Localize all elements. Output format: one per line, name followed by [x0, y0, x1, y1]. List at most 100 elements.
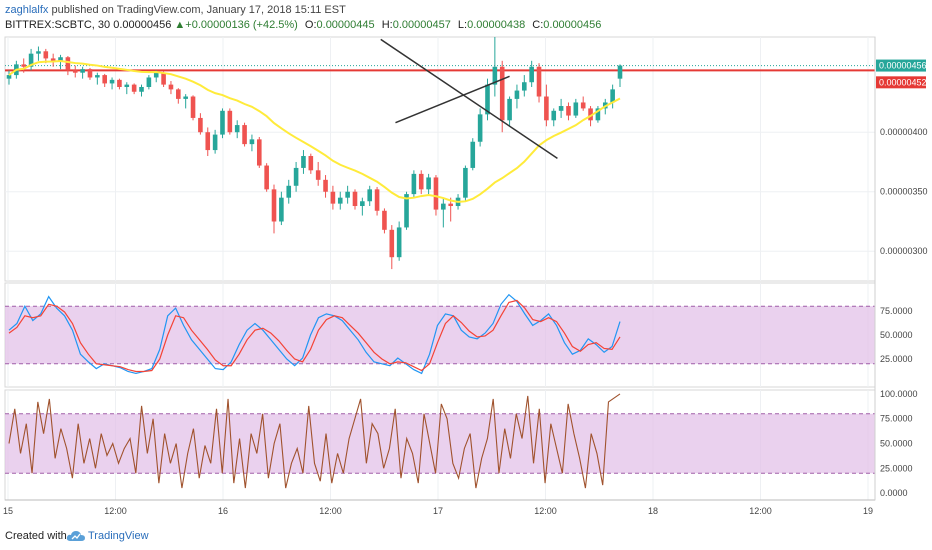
candle-body [352, 191, 358, 207]
candle-body [580, 102, 586, 109]
osc-y-tick-label: 0.0000 [880, 488, 908, 498]
resistance-badge-label: 0.00000452 [879, 77, 927, 87]
x-tick-label: 12:00 [104, 506, 127, 516]
candle-body [242, 125, 247, 145]
x-tick-label: 12:00 [534, 506, 557, 516]
osc-y-tick-label: 50.0000 [880, 439, 913, 449]
candle-body [80, 69, 85, 73]
high-label: H: [381, 19, 393, 31]
y-tick-label: 0.00000350 [880, 187, 928, 197]
open-value: 0.00000445 [316, 19, 375, 31]
candle-body [249, 139, 255, 145]
candle-body [470, 141, 476, 168]
candle-body [198, 117, 203, 133]
candle-body [131, 84, 137, 92]
candle-body [234, 125, 240, 133]
candle-body [293, 167, 299, 186]
candle-body [595, 108, 601, 121]
candle-body [411, 173, 417, 195]
osc-y-tick-label: 100.0000 [880, 389, 918, 399]
candle-body [153, 72, 159, 78]
chart-header: zaghlalfx published on TradingView.com, … [0, 0, 932, 36]
candle-body [441, 203, 446, 210]
osc-y-tick-label: 25.0000 [880, 463, 913, 473]
candle-body [109, 79, 115, 84]
footer: Created with TradingView [0, 524, 932, 550]
stoch-y-tick-label: 50.0000 [880, 330, 913, 340]
trendline-descending [380, 38, 558, 160]
x-tick-label: 19 [863, 506, 873, 516]
x-tick-label: 18 [648, 506, 658, 516]
stoch-y-tick-label: 25.0000 [880, 354, 913, 364]
candle-body [286, 185, 292, 198]
tradingview-link[interactable]: TradingView [88, 530, 149, 542]
candle-body [72, 70, 78, 73]
last-price-badge-label: 0.00000456 [879, 61, 927, 71]
symbol-info: BITTREX:SCBTC, 30 0.00000456 ▲+0.0000013… [5, 19, 601, 31]
symbol-label: BITTREX:SCBTC, 30 [5, 19, 111, 31]
candle-body [168, 84, 174, 90]
candle-body [139, 86, 144, 92]
candle-body [190, 96, 196, 118]
x-tick-label: 17 [433, 506, 443, 516]
candle-body [183, 96, 188, 99]
candle-body [529, 66, 534, 83]
candle-body [463, 167, 468, 198]
candle-body [544, 96, 549, 121]
y-tick-label: 0.00000400 [880, 127, 928, 137]
tradingview-cloud-icon [66, 531, 85, 541]
candle-body [301, 156, 306, 168]
y-tick-label: 0.00000300 [880, 246, 928, 256]
candle-body [514, 90, 520, 99]
candle-body [418, 173, 424, 190]
candle-body [573, 102, 579, 116]
x-tick-label: 15 [3, 506, 13, 516]
candle-body [360, 201, 365, 207]
candle-body [426, 177, 431, 190]
candle-body [58, 57, 63, 61]
candle-body [124, 84, 130, 87]
candle-body [271, 189, 277, 222]
candle-body [389, 229, 395, 258]
published-text: published on TradingView.com, January 17… [51, 4, 346, 16]
resistance-badge [876, 76, 926, 89]
candle-body [256, 139, 262, 166]
candle-body [536, 66, 542, 97]
chart-canvas[interactable]: 15 12:00 16 12:00 17 12:00 18 12:00 19 0.00000400… [0, 36, 932, 524]
candle-body [308, 156, 314, 171]
candle-body [345, 191, 350, 198]
candle-body [117, 79, 122, 87]
candle-body [588, 108, 593, 121]
publish-info: zaghlalfx published on TradingView.com, … [5, 4, 346, 16]
candle-body [337, 197, 343, 204]
candle-body [477, 114, 483, 142]
candle-body [433, 177, 439, 210]
candle-body [87, 69, 93, 78]
osc-y-tick-label: 75.0000 [880, 414, 913, 424]
candle-body [279, 197, 284, 222]
candle-body [176, 89, 181, 99]
x-tick-label: 12:00 [319, 506, 342, 516]
candle-body [21, 64, 27, 67]
candle-body [102, 75, 107, 84]
x-tick-label: 16 [218, 506, 228, 516]
candle-body [330, 191, 336, 204]
candle-body [566, 106, 571, 116]
candle-body [507, 98, 512, 121]
trendline-ascending [395, 75, 510, 124]
candle-body [227, 110, 233, 133]
candle-body [396, 227, 402, 258]
candle-body [28, 53, 34, 67]
candle-body [212, 134, 218, 151]
oscillator-line [8, 393, 621, 489]
candle-body [65, 57, 71, 71]
stoch-band [5, 306, 875, 364]
candle-body [146, 77, 152, 87]
last-price: 0.00000456 [113, 19, 172, 31]
candle-body [161, 72, 166, 85]
x-tick-label: 12:00 [749, 506, 772, 516]
stoch-d-line [8, 299, 621, 373]
candle-body [551, 110, 557, 121]
candle-body [492, 66, 498, 85]
author-link[interactable]: zaghlalfx [5, 4, 49, 16]
